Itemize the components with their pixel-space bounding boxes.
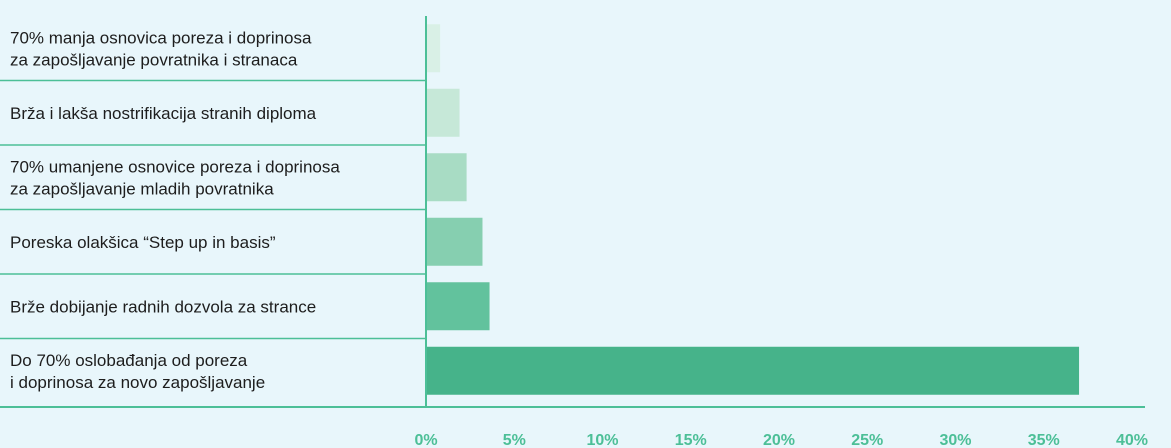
category-label: 70% manja osnovica poreza i doprinosa za … — [10, 28, 312, 69]
bar — [426, 88, 460, 137]
category-label: Brže dobijanje radnih dozvola za strance — [10, 297, 316, 316]
x-tick-label: 20% — [763, 432, 795, 448]
x-tick-labels: 0% 5% 10% 15% 20% 25% 30% 35% 40% — [414, 432, 1148, 448]
x-tick-label: 35% — [1028, 432, 1060, 448]
category-labels: 70% manja osnovica poreza i doprinosa za … — [10, 28, 340, 392]
x-tick-label: 15% — [675, 432, 707, 448]
row-separators — [0, 79, 426, 340]
bar — [426, 282, 490, 331]
bar — [426, 217, 483, 266]
x-tick-label: 40% — [1116, 432, 1148, 448]
bar — [426, 346, 1080, 395]
category-label: Do 70% oslobađanja od poreza i doprinosa … — [10, 351, 265, 392]
bar — [426, 24, 441, 73]
x-tick-label: 5% — [503, 432, 526, 448]
category-label: 70% umanjene osnovice poreza i doprinosa… — [10, 157, 340, 198]
x-tick-label: 10% — [586, 432, 618, 448]
x-tick-label: 25% — [851, 432, 883, 448]
category-label: Brža i lakša nostrifikacija stranih dipl… — [10, 104, 317, 123]
bar — [426, 153, 467, 202]
x-tick-label: 30% — [939, 432, 971, 448]
x-tick-label: 0% — [414, 432, 437, 448]
bars — [426, 24, 1080, 395]
category-label: Poreska olakšica “Step up in basis” — [10, 233, 276, 252]
